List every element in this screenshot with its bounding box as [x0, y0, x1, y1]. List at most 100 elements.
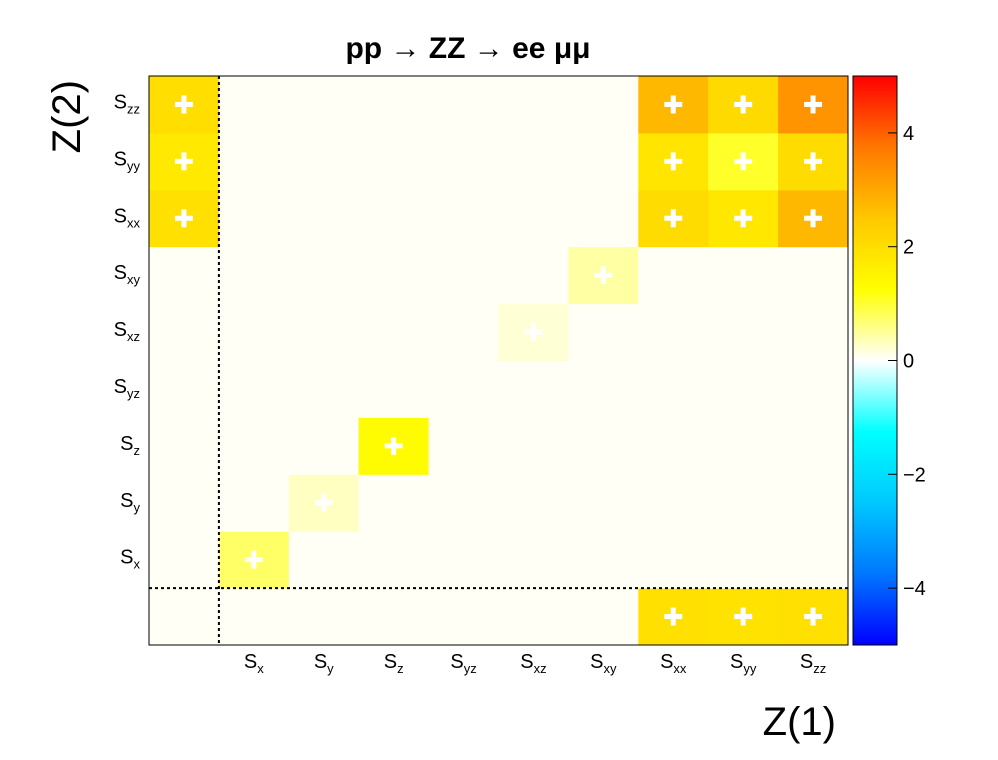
heatmap-cell	[288, 531, 360, 589]
heatmap-cell	[358, 588, 430, 646]
heatmap-cell	[708, 417, 779, 475]
plus-marker	[664, 95, 683, 114]
colorbar-tick-label: 4	[903, 123, 914, 145]
plus-marker	[664, 152, 683, 171]
colorbar-tick-label: −2	[903, 464, 926, 486]
heatmap-cell	[358, 360, 430, 418]
heatmap-cell	[149, 474, 220, 532]
y-tick-label: Sxy	[114, 262, 141, 287]
heatmap-cell	[149, 303, 220, 361]
plus-marker	[244, 550, 263, 569]
heatmap-cell	[428, 246, 499, 305]
heatmap-cell	[568, 303, 639, 361]
x-tick-label: Sxx	[660, 651, 687, 676]
colorbar-ticks: 4 2 0 −2 −4	[888, 123, 926, 600]
divider-lines	[149, 76, 848, 645]
y-tick-label: Sxz	[114, 319, 140, 344]
heatmap-cell	[708, 531, 779, 589]
heatmap-cell	[428, 588, 499, 646]
heatmap-cell	[778, 246, 849, 305]
heatmap-cell	[149, 417, 220, 475]
chart-title: pp → ZZ → ee μμ	[345, 32, 590, 65]
heatmap-cell	[778, 417, 849, 475]
y-tick-label: Szz	[114, 91, 140, 116]
heatmap-cell	[358, 76, 430, 134]
heatmap-cell	[498, 76, 569, 134]
x-tick-labels: Sx Sy Sz Syz Sxz Sxy Sxx Syy Szz	[244, 651, 826, 676]
plus-marker	[664, 607, 683, 626]
heatmap-cell	[498, 360, 569, 418]
heatmap-cell	[358, 474, 430, 532]
y-tick-label: Sy	[120, 490, 140, 515]
plus-marker	[734, 95, 753, 114]
x-tick-label: Sx	[244, 651, 264, 676]
y-tick-labels: Sx Sy Sz Syz Sxz Sxy Sxx Syy Szz	[114, 91, 141, 571]
heatmap-cell	[428, 303, 499, 361]
plus-marker	[804, 209, 823, 228]
heatmap-cell	[288, 417, 360, 475]
heatmap-cell	[568, 76, 639, 134]
y-tick-label: Sxx	[114, 205, 141, 230]
heatmap-cell	[218, 246, 290, 305]
y-tick-label: Syz	[114, 376, 140, 401]
heatmap-cell	[218, 132, 290, 191]
heatmap-cell	[568, 531, 639, 589]
plus-marker	[804, 95, 823, 114]
heatmap-cell	[708, 246, 779, 305]
x-tick-label: Sy	[314, 651, 334, 676]
heatmap-cell	[568, 474, 639, 532]
heatmap-cell	[638, 417, 709, 475]
heatmap-cell	[428, 417, 499, 475]
heatmap-cell	[428, 474, 499, 532]
heatmap-cell	[358, 132, 430, 191]
heatmap-cell	[218, 474, 290, 532]
heatmap-cell	[288, 303, 360, 361]
plus-marker	[734, 152, 753, 171]
heatmap-cell	[498, 132, 569, 191]
heatmap-cell	[288, 132, 360, 191]
x-tick-label: Sz	[384, 651, 404, 676]
heatmap-cell	[288, 360, 360, 418]
heatmap-cell	[218, 417, 290, 475]
heatmap-cell	[498, 474, 569, 532]
heatmap-cell	[498, 531, 569, 589]
colorbar-tick-label: 0	[903, 351, 914, 373]
y-axis-label: Z(2)	[45, 80, 89, 153]
plus-marker	[734, 607, 753, 626]
plus-marker	[734, 209, 753, 228]
heatmap-cell	[778, 303, 849, 361]
plus-marker	[174, 152, 193, 171]
x-tick-label: Szz	[800, 651, 826, 676]
colorbar-tick-label: 2	[903, 237, 914, 259]
heatmap-cell	[218, 189, 290, 248]
heatmap-cell	[568, 189, 639, 248]
y-tick-label: Sz	[120, 433, 140, 458]
heatmap-cell	[149, 360, 220, 418]
heatmap-cell	[358, 246, 430, 305]
heatmap-cell	[149, 531, 220, 589]
heatmap-cell	[218, 303, 290, 361]
heatmap-cell	[778, 360, 849, 418]
x-tick-label: Syz	[450, 651, 476, 676]
plus-marker	[594, 266, 613, 285]
heatmap-cells	[149, 76, 849, 646]
plus-marker	[174, 209, 193, 228]
heatmap-cell	[498, 417, 569, 475]
heatmap-cell	[778, 531, 849, 589]
heatmap-cell	[498, 246, 569, 305]
heatmap-cell	[288, 76, 360, 134]
heatmap-cell	[498, 189, 569, 248]
heatmap-cell	[708, 474, 779, 532]
plus-marker	[384, 436, 403, 455]
heatmap-cell	[778, 474, 849, 532]
plus-marker	[804, 152, 823, 171]
plus-marker	[314, 493, 333, 512]
heatmap-cell	[358, 189, 430, 248]
heatmap-cell	[218, 588, 290, 646]
x-tick-label: Sxy	[590, 651, 617, 676]
heatmap-cell	[568, 417, 639, 475]
heatmap-cell	[708, 303, 779, 361]
heatmap-cell	[638, 531, 709, 589]
plus-markers	[174, 95, 823, 626]
